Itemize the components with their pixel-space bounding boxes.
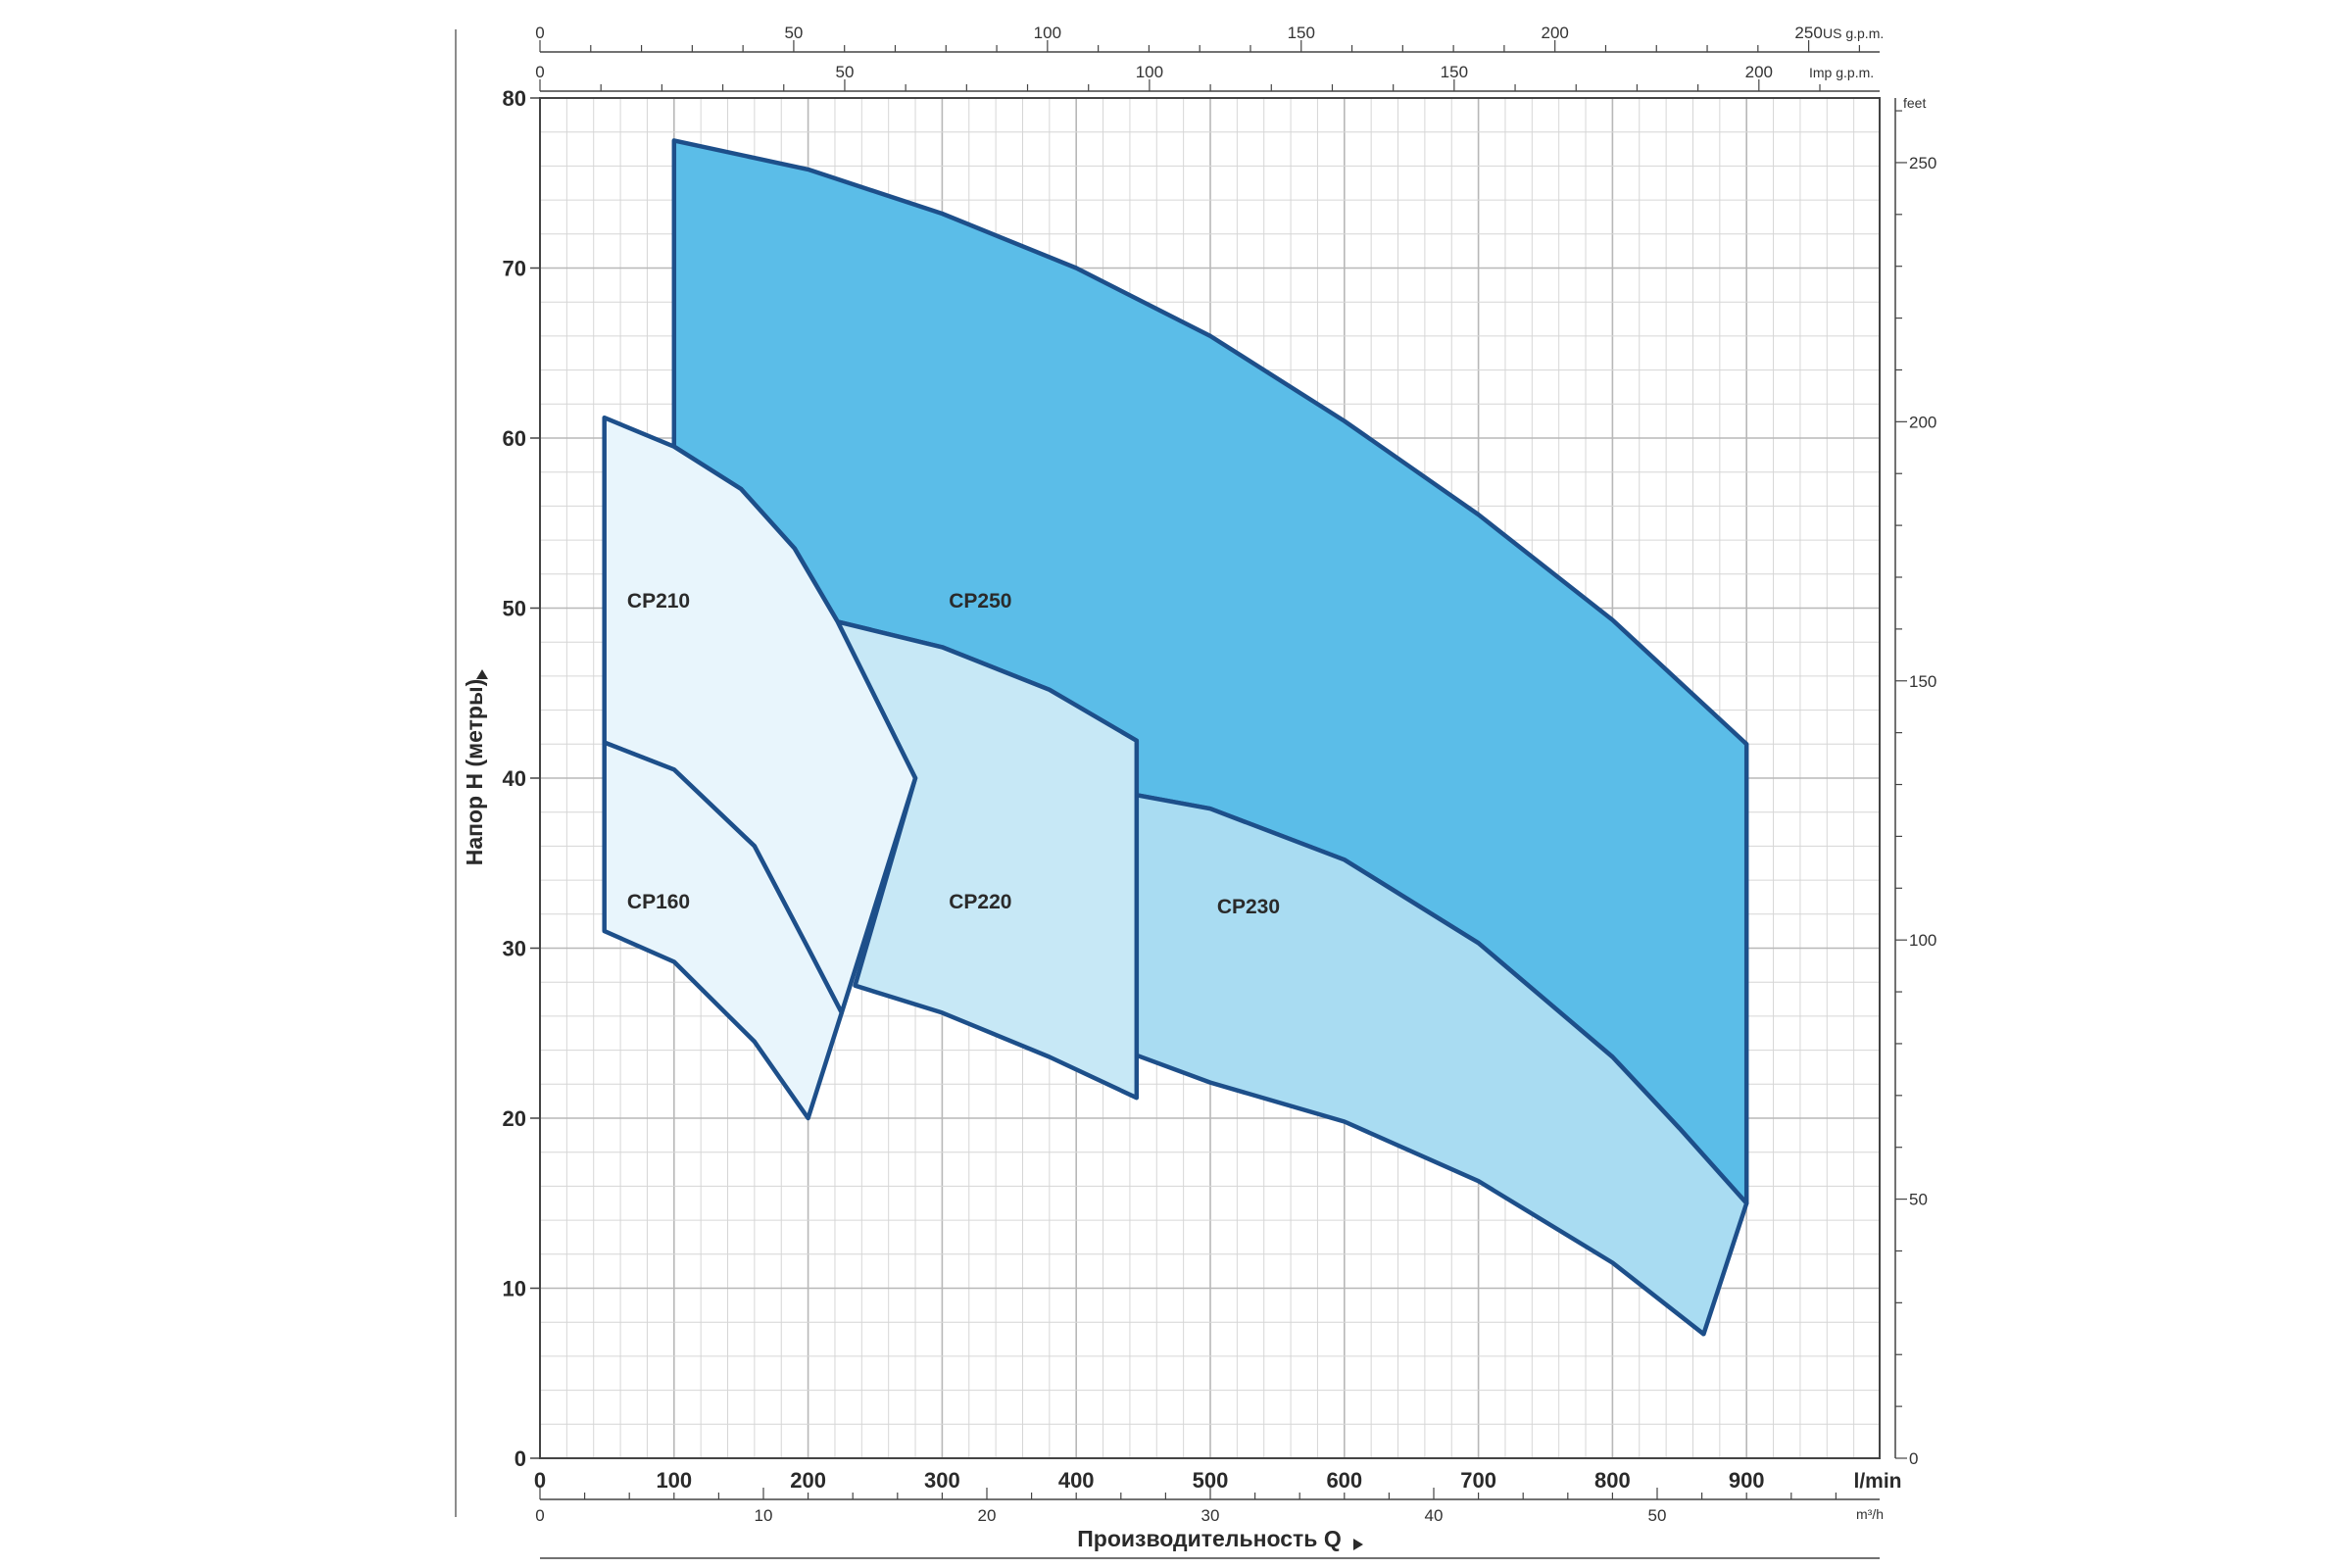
y-axis-title-arrow bbox=[476, 669, 488, 679]
x-tick-label: 900 bbox=[1729, 1468, 1765, 1493]
m3h-unit-label: m³/h bbox=[1856, 1506, 1884, 1522]
impgpm-tick-label: 100 bbox=[1136, 63, 1163, 81]
impgpm-tick-label: 200 bbox=[1745, 63, 1773, 81]
m3h-tick-label: 50 bbox=[1648, 1506, 1667, 1525]
region-label-cp210: CP210 bbox=[627, 590, 690, 612]
m3h-tick-label: 30 bbox=[1201, 1506, 1220, 1525]
region-cp230 bbox=[1134, 793, 1749, 1337]
y-tick-label: 40 bbox=[503, 766, 526, 791]
m3h-tick-label: 20 bbox=[978, 1506, 997, 1525]
y-tick-label: 20 bbox=[503, 1106, 526, 1131]
x-tick-label: 600 bbox=[1326, 1468, 1362, 1493]
feet-tick-label: 250 bbox=[1909, 154, 1936, 172]
usgpm-unit-label: US g.p.m. bbox=[1823, 25, 1884, 41]
feet-tick-label: 150 bbox=[1909, 672, 1936, 691]
x-axis-title: Производительность Q bbox=[1077, 1526, 1341, 1551]
region-label-cp230: CP230 bbox=[1217, 896, 1280, 918]
feet-tick-label: 100 bbox=[1909, 931, 1936, 950]
impgpm-tick-label: 50 bbox=[835, 63, 854, 81]
y-tick-label: 0 bbox=[514, 1446, 526, 1471]
region-label-cp250: CP250 bbox=[949, 590, 1011, 612]
y-tick-label: 60 bbox=[503, 426, 526, 451]
x-tick-label: 0 bbox=[534, 1468, 546, 1493]
impgpm-tick-label: 150 bbox=[1441, 63, 1468, 81]
regions bbox=[602, 138, 1749, 1337]
feet-tick-label: 200 bbox=[1909, 413, 1936, 431]
x-tick-label: 200 bbox=[790, 1468, 826, 1493]
x-tick-label: 700 bbox=[1460, 1468, 1496, 1493]
region-cp220 bbox=[835, 619, 1140, 1101]
y-tick-label: 50 bbox=[503, 597, 526, 621]
usgpm-tick-label: 100 bbox=[1034, 24, 1061, 42]
usgpm-tick-label: 250 bbox=[1794, 24, 1822, 42]
feet-tick-label: 0 bbox=[1909, 1449, 1918, 1468]
x-tick-label: 300 bbox=[924, 1468, 960, 1493]
x-tick-label: 100 bbox=[656, 1468, 692, 1493]
y-tick-label: 70 bbox=[503, 257, 526, 281]
region-label-cp160: CP160 bbox=[627, 891, 690, 913]
x-tick-label: 400 bbox=[1058, 1468, 1095, 1493]
x-axis-title-arrow bbox=[1353, 1539, 1363, 1550]
m3h-tick-label: 0 bbox=[535, 1506, 544, 1525]
feet-tick-label: 50 bbox=[1909, 1191, 1928, 1209]
y-tick-label: 30 bbox=[503, 937, 526, 961]
usgpm-tick-label: 50 bbox=[784, 24, 803, 42]
y-axis-title: Напор Н (метры) bbox=[462, 679, 487, 866]
region-cp160 bbox=[602, 740, 845, 1121]
impgpm-unit-label: Imp g.p.m. bbox=[1809, 65, 1874, 80]
feet-unit-label: feet bbox=[1903, 95, 1926, 111]
y-tick-label: 10 bbox=[503, 1277, 526, 1301]
m3h-tick-label: 40 bbox=[1425, 1506, 1444, 1525]
x-tick-label: 800 bbox=[1594, 1468, 1631, 1493]
impgpm-tick-label: 0 bbox=[535, 63, 544, 81]
labels: CP250 CP230 CP220 CP210 CP160 bbox=[627, 590, 1280, 918]
usgpm-tick-label: 200 bbox=[1542, 24, 1569, 42]
region-label-cp220: CP220 bbox=[949, 891, 1011, 913]
m3h-tick-label: 10 bbox=[755, 1506, 773, 1525]
y-tick-label: 80 bbox=[503, 86, 526, 111]
x-unit-label: l/min bbox=[1853, 1470, 1901, 1493]
usgpm-tick-label: 0 bbox=[535, 24, 544, 42]
usgpm-tick-label: 150 bbox=[1288, 24, 1315, 42]
